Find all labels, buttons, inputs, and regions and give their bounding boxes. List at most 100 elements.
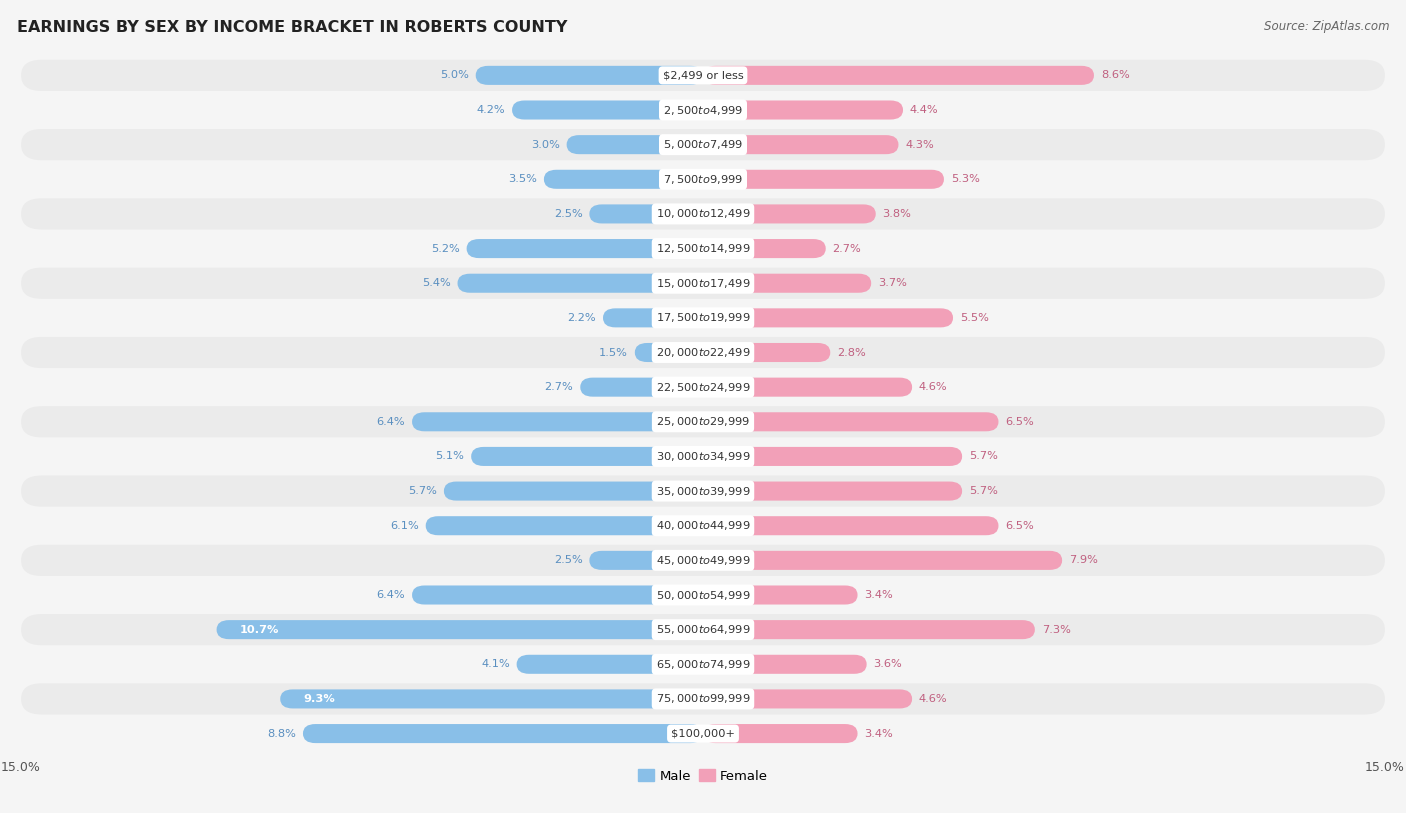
Text: 5.7%: 5.7%: [969, 486, 998, 496]
FancyBboxPatch shape: [603, 308, 703, 328]
FancyBboxPatch shape: [21, 718, 1385, 749]
Text: 4.6%: 4.6%: [920, 694, 948, 704]
FancyBboxPatch shape: [412, 585, 703, 605]
FancyBboxPatch shape: [703, 204, 876, 224]
FancyBboxPatch shape: [302, 724, 703, 743]
Text: 3.6%: 3.6%: [873, 659, 903, 669]
FancyBboxPatch shape: [703, 101, 903, 120]
Text: $40,000 to $44,999: $40,000 to $44,999: [655, 520, 751, 533]
FancyBboxPatch shape: [703, 585, 858, 605]
FancyBboxPatch shape: [21, 372, 1385, 402]
Text: 8.6%: 8.6%: [1101, 71, 1129, 80]
Text: 6.5%: 6.5%: [1005, 417, 1033, 427]
FancyBboxPatch shape: [703, 343, 831, 362]
FancyBboxPatch shape: [21, 545, 1385, 576]
Text: 5.7%: 5.7%: [969, 451, 998, 462]
Text: 2.7%: 2.7%: [832, 244, 862, 254]
Text: 10.7%: 10.7%: [239, 624, 278, 635]
Text: 4.1%: 4.1%: [481, 659, 510, 669]
Text: 5.2%: 5.2%: [432, 244, 460, 254]
FancyBboxPatch shape: [457, 274, 703, 293]
FancyBboxPatch shape: [21, 441, 1385, 472]
Text: $10,000 to $12,499: $10,000 to $12,499: [655, 207, 751, 220]
FancyBboxPatch shape: [703, 654, 866, 674]
FancyBboxPatch shape: [21, 580, 1385, 611]
FancyBboxPatch shape: [703, 308, 953, 328]
FancyBboxPatch shape: [567, 135, 703, 154]
Text: $65,000 to $74,999: $65,000 to $74,999: [655, 658, 751, 671]
FancyBboxPatch shape: [21, 476, 1385, 506]
Text: $55,000 to $64,999: $55,000 to $64,999: [655, 623, 751, 636]
Text: $35,000 to $39,999: $35,000 to $39,999: [655, 485, 751, 498]
FancyBboxPatch shape: [280, 689, 703, 708]
FancyBboxPatch shape: [21, 267, 1385, 299]
Text: 9.3%: 9.3%: [302, 694, 335, 704]
FancyBboxPatch shape: [21, 129, 1385, 160]
Text: 2.5%: 2.5%: [554, 555, 582, 565]
FancyBboxPatch shape: [21, 510, 1385, 541]
Text: 1.5%: 1.5%: [599, 347, 628, 358]
Text: 7.3%: 7.3%: [1042, 624, 1070, 635]
Text: 6.5%: 6.5%: [1005, 520, 1033, 531]
Text: 3.8%: 3.8%: [883, 209, 911, 219]
FancyBboxPatch shape: [444, 481, 703, 501]
FancyBboxPatch shape: [412, 412, 703, 432]
FancyBboxPatch shape: [21, 684, 1385, 715]
Text: 4.2%: 4.2%: [477, 105, 505, 115]
FancyBboxPatch shape: [589, 551, 703, 570]
FancyBboxPatch shape: [21, 302, 1385, 333]
FancyBboxPatch shape: [703, 481, 962, 501]
Text: 3.0%: 3.0%: [531, 140, 560, 150]
Text: 6.4%: 6.4%: [377, 417, 405, 427]
FancyBboxPatch shape: [703, 724, 858, 743]
Text: 6.4%: 6.4%: [377, 590, 405, 600]
FancyBboxPatch shape: [21, 198, 1385, 229]
Text: EARNINGS BY SEX BY INCOME BRACKET IN ROBERTS COUNTY: EARNINGS BY SEX BY INCOME BRACKET IN ROB…: [17, 20, 567, 35]
FancyBboxPatch shape: [21, 337, 1385, 368]
Text: $25,000 to $29,999: $25,000 to $29,999: [655, 415, 751, 428]
FancyBboxPatch shape: [703, 239, 825, 258]
Text: $20,000 to $22,499: $20,000 to $22,499: [655, 346, 751, 359]
FancyBboxPatch shape: [21, 94, 1385, 125]
Text: 3.5%: 3.5%: [508, 174, 537, 185]
Text: $30,000 to $34,999: $30,000 to $34,999: [655, 450, 751, 463]
FancyBboxPatch shape: [589, 204, 703, 224]
FancyBboxPatch shape: [581, 377, 703, 397]
FancyBboxPatch shape: [21, 163, 1385, 195]
FancyBboxPatch shape: [703, 551, 1062, 570]
Text: 5.5%: 5.5%: [960, 313, 988, 323]
FancyBboxPatch shape: [703, 447, 962, 466]
FancyBboxPatch shape: [516, 654, 703, 674]
Text: $5,000 to $7,499: $5,000 to $7,499: [664, 138, 742, 151]
Text: 5.0%: 5.0%: [440, 71, 468, 80]
FancyBboxPatch shape: [471, 447, 703, 466]
FancyBboxPatch shape: [21, 649, 1385, 680]
FancyBboxPatch shape: [467, 239, 703, 258]
Legend: Male, Female: Male, Female: [633, 764, 773, 788]
FancyBboxPatch shape: [217, 620, 703, 639]
FancyBboxPatch shape: [512, 101, 703, 120]
Text: 3.4%: 3.4%: [865, 728, 893, 738]
FancyBboxPatch shape: [475, 66, 703, 85]
Text: 3.7%: 3.7%: [877, 278, 907, 289]
Text: 5.7%: 5.7%: [408, 486, 437, 496]
FancyBboxPatch shape: [636, 343, 703, 362]
Text: $22,500 to $24,999: $22,500 to $24,999: [655, 380, 751, 393]
Text: $75,000 to $99,999: $75,000 to $99,999: [655, 693, 751, 706]
Text: 4.3%: 4.3%: [905, 140, 934, 150]
Text: $100,000+: $100,000+: [671, 728, 735, 738]
Text: 4.6%: 4.6%: [920, 382, 948, 392]
Text: $45,000 to $49,999: $45,000 to $49,999: [655, 554, 751, 567]
Text: 6.1%: 6.1%: [389, 520, 419, 531]
FancyBboxPatch shape: [21, 406, 1385, 437]
Text: 2.7%: 2.7%: [544, 382, 574, 392]
Text: $2,499 or less: $2,499 or less: [662, 71, 744, 80]
Text: $12,500 to $14,999: $12,500 to $14,999: [655, 242, 751, 255]
FancyBboxPatch shape: [703, 412, 998, 432]
FancyBboxPatch shape: [21, 60, 1385, 91]
Text: $2,500 to $4,999: $2,500 to $4,999: [664, 103, 742, 116]
Text: 5.1%: 5.1%: [436, 451, 464, 462]
Text: 5.4%: 5.4%: [422, 278, 451, 289]
FancyBboxPatch shape: [703, 516, 998, 535]
FancyBboxPatch shape: [21, 614, 1385, 646]
